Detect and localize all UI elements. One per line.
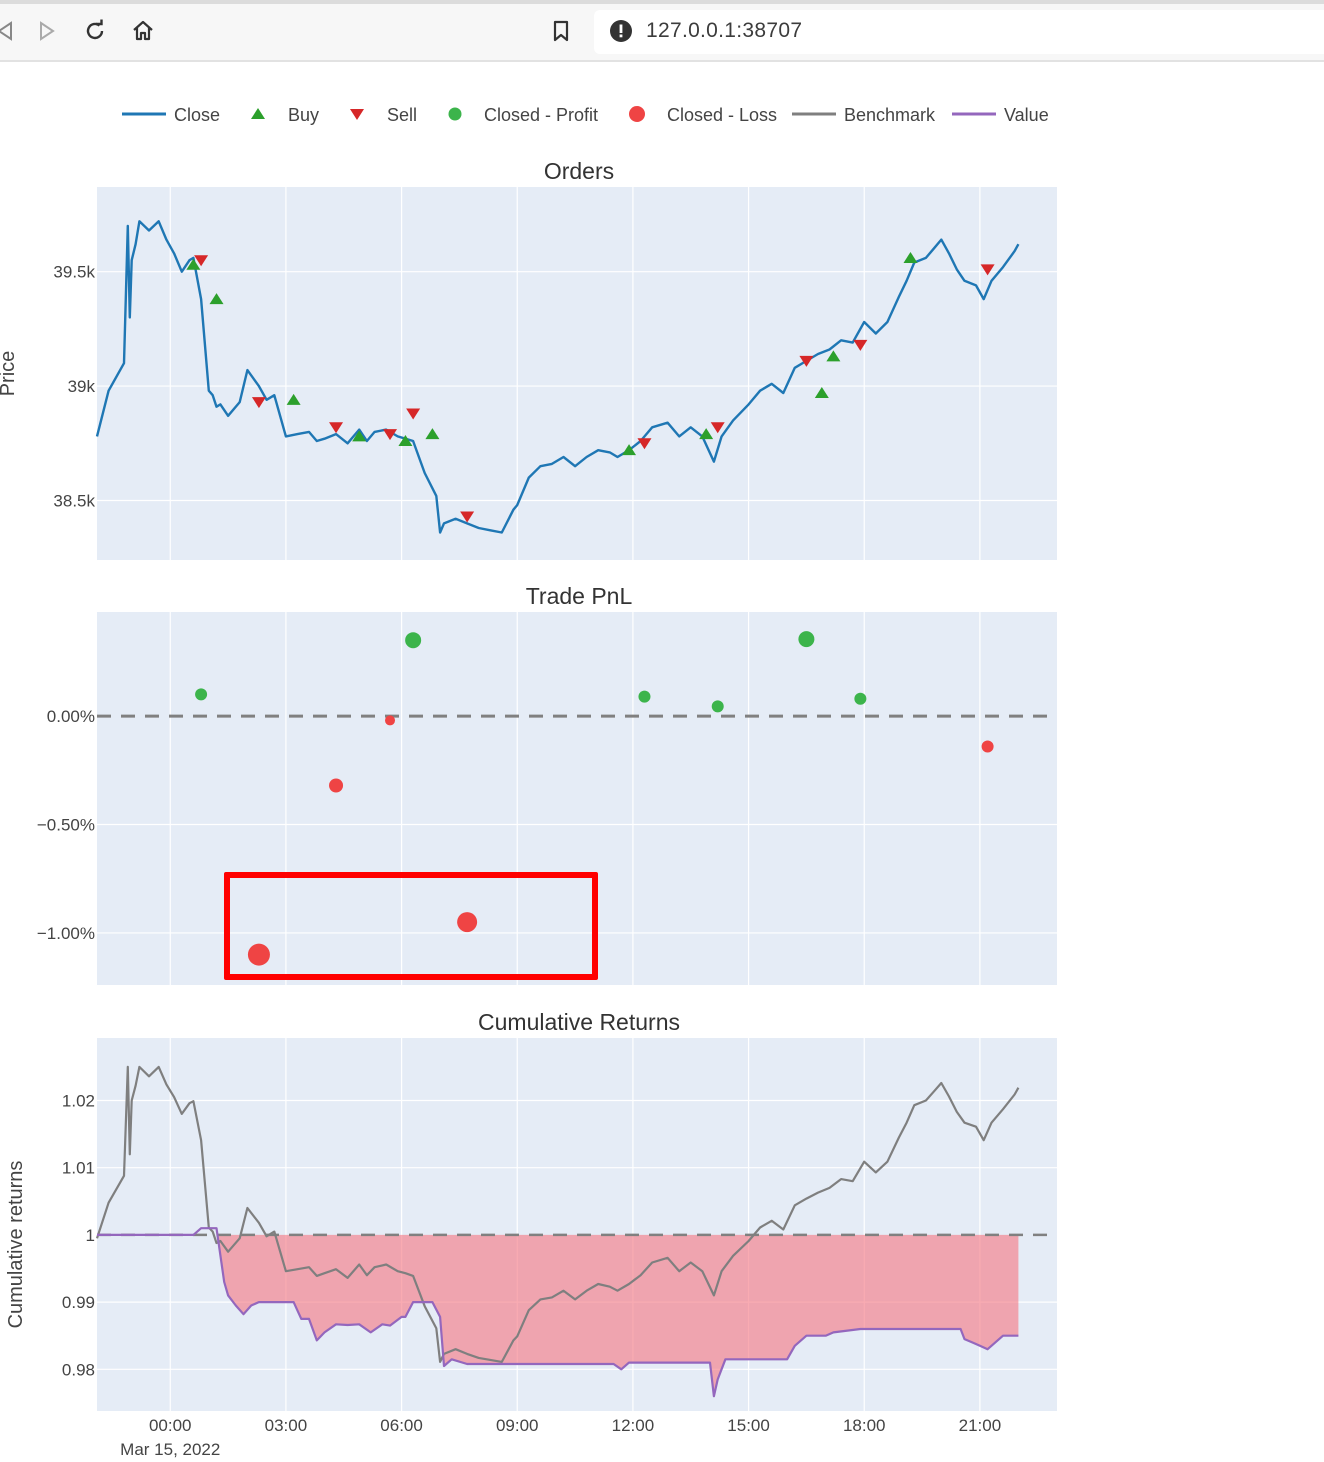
y-tick-label: 0.00% — [47, 707, 95, 726]
browser-toolbar: 127.0.0.1:38707 — [0, 0, 1324, 62]
x-tick-label: 09:00 — [496, 1416, 539, 1435]
profit-trade-point — [854, 692, 867, 705]
forward-icon[interactable] — [32, 16, 62, 46]
y-tick-label: 1.02 — [62, 1092, 95, 1111]
toolbar-top-border — [0, 0, 1324, 4]
sell-marker — [329, 422, 344, 434]
legend-item-label: Benchmark — [844, 105, 936, 125]
buy-marker — [352, 430, 367, 442]
legend-sell-marker-icon — [350, 109, 364, 120]
home-icon[interactable] — [128, 16, 158, 46]
buy-marker — [398, 435, 413, 447]
y-tick-label: 38.5k — [53, 492, 95, 511]
backtest-figure: Close Buy Sell Closed - Profit Closed - Loss… — [0, 105, 1057, 1459]
sell-marker — [980, 264, 995, 276]
profit-trade-point — [195, 688, 208, 701]
y-tick-label: 0.99 — [62, 1293, 95, 1312]
y-tick-label: 1 — [86, 1226, 95, 1245]
x-tick-label: 12:00 — [612, 1416, 655, 1435]
subplot-title: Cumulative Returns — [478, 1009, 680, 1035]
legend-item-label: Value — [1004, 105, 1049, 125]
sell-marker — [251, 397, 266, 409]
highlight-box — [224, 872, 598, 980]
subplot-title: Trade PnL — [526, 583, 633, 609]
profit-trade-point — [711, 700, 724, 713]
buy-marker — [699, 428, 714, 440]
y-tick-label: −0.50% — [37, 816, 95, 835]
buy-marker — [186, 258, 201, 270]
x-tick-label: 03:00 — [265, 1416, 308, 1435]
sell-marker — [799, 355, 814, 367]
plot-area-2 — [97, 612, 1057, 985]
legend-item-label: Closed - Profit — [484, 105, 598, 125]
legend-item-label: Buy — [288, 105, 319, 125]
x-tick-label: 21:00 — [959, 1416, 1002, 1435]
url-text[interactable]: 127.0.0.1:38707 — [646, 19, 803, 42]
y-axis-label: Price — [0, 351, 19, 397]
sell-marker — [853, 339, 868, 351]
bookmark-icon[interactable] — [546, 16, 576, 46]
legend-item-label: Close — [174, 105, 220, 125]
site-info-icon[interactable] — [606, 16, 636, 46]
x-date-label: Mar 15, 2022 — [120, 1440, 220, 1459]
loss-trade-point — [457, 912, 478, 933]
subplot-title: Orders — [544, 158, 614, 184]
sell-marker — [406, 408, 421, 420]
value-line — [97, 1227, 1019, 1398]
x-tick-label: 06:00 — [380, 1416, 423, 1435]
loss-trade-point — [247, 943, 270, 966]
buy-marker — [209, 293, 224, 305]
y-tick-label: −1.00% — [37, 924, 95, 943]
loss-trade-point — [329, 778, 344, 793]
legend-buy-marker-icon — [251, 108, 265, 119]
reload-icon[interactable] — [80, 16, 110, 46]
sell-marker — [460, 511, 475, 523]
x-tick-label: 18:00 — [843, 1416, 886, 1435]
legend-item-label: Sell — [387, 105, 417, 125]
x-tick-label: 15:00 — [727, 1416, 770, 1435]
buy-marker — [425, 428, 440, 440]
x-tick-label: 00:00 — [149, 1416, 192, 1435]
buy-marker — [814, 386, 829, 398]
plot-area-1 — [97, 187, 1057, 560]
y-axis-label: Cumulative returns — [5, 1161, 27, 1329]
buy-marker — [903, 251, 918, 263]
y-tick-label: 39.5k — [53, 263, 95, 282]
close-price-line — [95, 220, 1020, 534]
legend-circle-marker-icon — [629, 106, 645, 122]
profit-trade-point — [638, 690, 651, 703]
loss-trade-point — [981, 740, 994, 753]
legend-circle-marker-icon — [448, 107, 462, 121]
sell-marker — [710, 422, 725, 434]
back-icon[interactable] — [0, 16, 20, 46]
loss-trade-point — [385, 715, 396, 726]
profit-trade-point — [405, 632, 422, 649]
y-tick-label: 39k — [68, 377, 96, 396]
address-bar[interactable] — [594, 10, 1324, 54]
y-tick-label: 1.01 — [62, 1159, 95, 1178]
profit-trade-point — [798, 631, 815, 648]
buy-marker — [826, 350, 841, 362]
buy-marker — [286, 393, 301, 405]
sell-marker — [383, 429, 398, 441]
buy-marker — [622, 444, 637, 456]
sell-marker — [194, 255, 209, 267]
legend-item-label: Closed - Loss — [667, 105, 777, 125]
y-tick-label: 0.98 — [62, 1360, 95, 1379]
sell-marker — [637, 438, 652, 450]
